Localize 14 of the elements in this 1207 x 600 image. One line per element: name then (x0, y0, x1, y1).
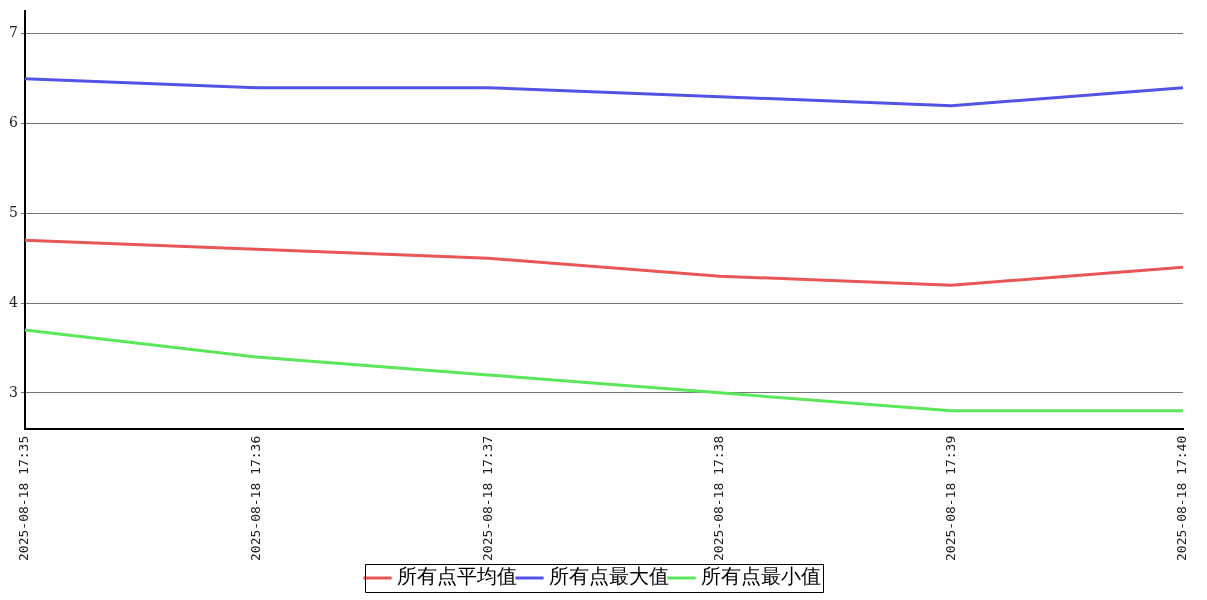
x-tick-label: 2025-08-18 17:39 (942, 435, 958, 562)
x-tick-label: 2025-08-18 17:37 (479, 435, 495, 562)
y-tick-label: 7 (8, 24, 18, 41)
y-tick-label: 6 (8, 114, 18, 131)
legend-label: 所有点最大值 (548, 564, 669, 589)
x-tick-label: 2025-08-18 17:36 (247, 435, 263, 562)
x-tick-label: 2025-08-18 17:38 (711, 435, 727, 562)
legend-label: 所有点平均值 (396, 564, 517, 589)
y-tick-label: 3 (8, 383, 18, 400)
y-tick-label: 5 (8, 204, 18, 220)
x-tick-label: 2025-08-18 17:40 (1174, 435, 1190, 562)
legend-label: 所有点最小值 (700, 564, 821, 589)
x-tick-label: 2025-08-18 17:35 (16, 435, 32, 562)
y-tick-label: 4 (8, 293, 18, 310)
